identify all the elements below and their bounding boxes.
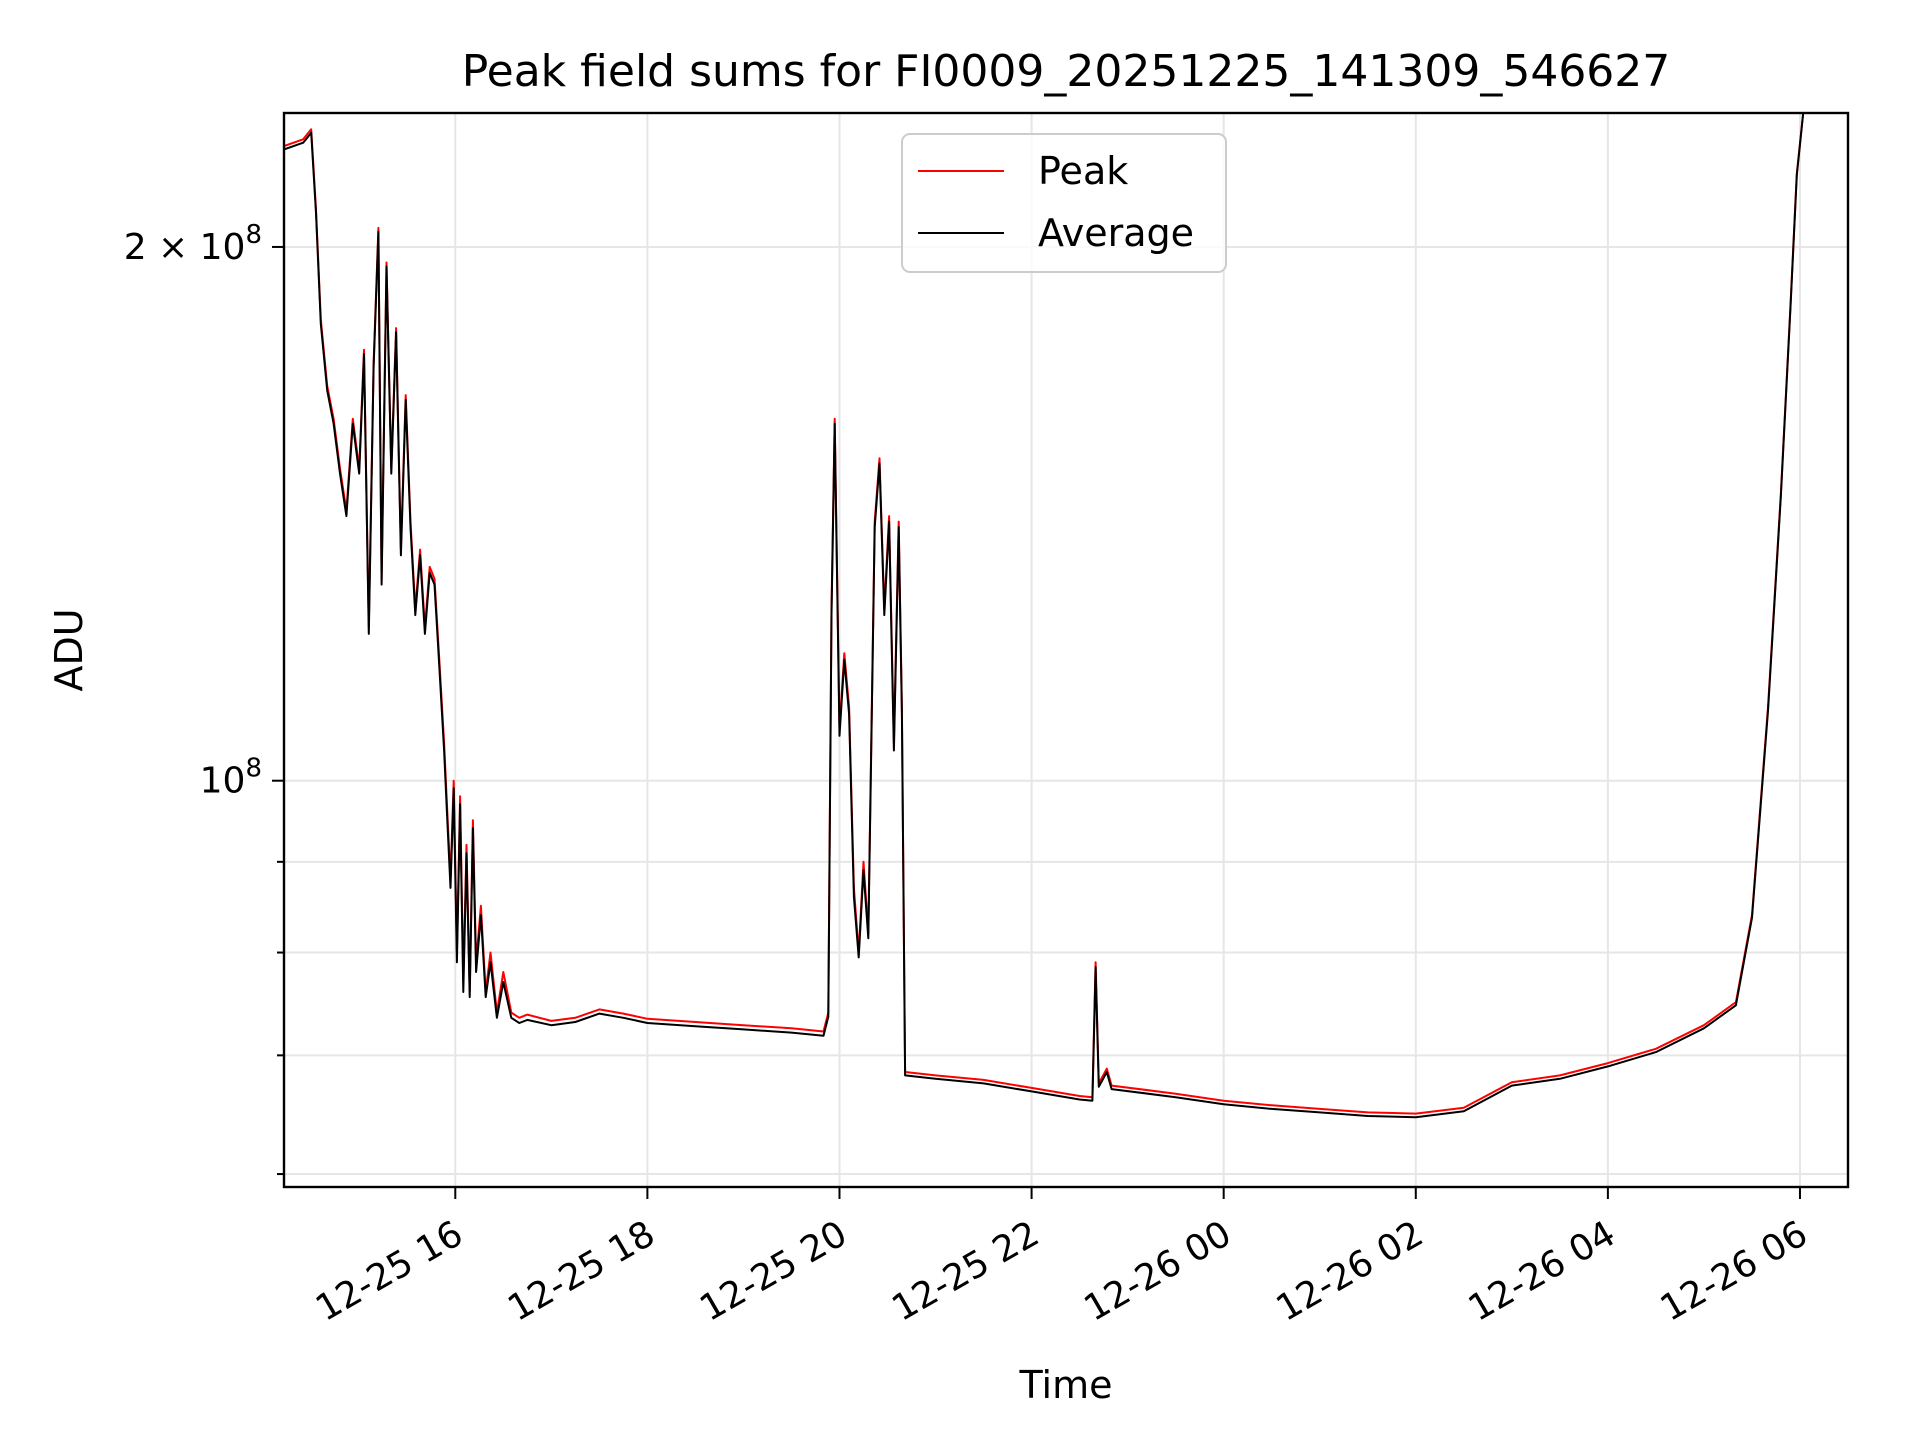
legend-label-average: Average bbox=[1038, 211, 1194, 255]
legend-label-peak: Peak bbox=[1038, 149, 1128, 193]
legend-box bbox=[901, 133, 1227, 273]
y-axis-label: ADU bbox=[47, 608, 91, 691]
y-tick-label: 108 bbox=[200, 754, 262, 802]
chart-title: Peak field sums for FI0009_20251225_1413… bbox=[462, 46, 1671, 97]
x-axis-label: Time bbox=[1019, 1363, 1113, 1407]
y-tick-label: 2 × 108 bbox=[124, 220, 262, 268]
plot-frame bbox=[282, 111, 1850, 1189]
y-ticks-layer: 108 2 × 108 bbox=[124, 220, 284, 1176]
series-line-average bbox=[284, 113, 1805, 1119]
series-layer bbox=[284, 113, 1805, 1119]
legend: Peak Average bbox=[901, 133, 1227, 273]
